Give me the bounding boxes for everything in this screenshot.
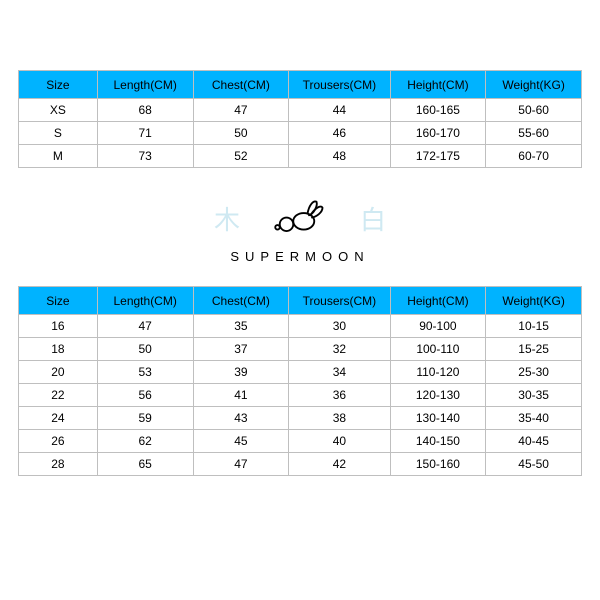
table-cell: 110-120 <box>390 361 486 384</box>
table-row: 24594338130-14035-40 <box>19 407 582 430</box>
table-cell: 42 <box>289 453 390 476</box>
table-cell: 25-30 <box>486 361 582 384</box>
table-row: XS684744160-16550-60 <box>19 99 582 122</box>
table-cell: 48 <box>289 145 390 168</box>
brand-right-char: 白 <box>360 200 386 237</box>
table-cell: 45-50 <box>486 453 582 476</box>
table-cell: 15-25 <box>486 338 582 361</box>
table-row: S715046160-17055-60 <box>19 122 582 145</box>
table-cell: 172-175 <box>390 145 486 168</box>
table-cell: 140-150 <box>390 430 486 453</box>
column-header: Length(CM) <box>97 71 193 99</box>
table-cell: M <box>19 145 98 168</box>
table-cell: 50-60 <box>486 99 582 122</box>
table-cell: 43 <box>193 407 289 430</box>
table-cell: 73 <box>97 145 193 168</box>
table-cell: 20 <box>19 361 98 384</box>
table-cell: 50 <box>97 338 193 361</box>
table-cell: 39 <box>193 361 289 384</box>
table-cell: 24 <box>19 407 98 430</box>
table-row: 1647353090-10010-15 <box>19 315 582 338</box>
table-cell: 55-60 <box>486 122 582 145</box>
table-cell: 36 <box>289 384 390 407</box>
table-cell: 22 <box>19 384 98 407</box>
table-cell: 40-45 <box>486 430 582 453</box>
table-cell: 53 <box>97 361 193 384</box>
table-row: 20533934110-12025-30 <box>19 361 582 384</box>
table-cell: 160-165 <box>390 99 486 122</box>
table-cell: 30 <box>289 315 390 338</box>
table-cell: 47 <box>97 315 193 338</box>
column-header: Height(CM) <box>390 71 486 99</box>
table-cell: 150-160 <box>390 453 486 476</box>
table-cell: 10-15 <box>486 315 582 338</box>
brand-block: 木 白 SUPERMOON <box>18 196 582 264</box>
table-cell: 34 <box>289 361 390 384</box>
column-header: Weight(KG) <box>486 287 582 315</box>
table-cell: 41 <box>193 384 289 407</box>
table-cell: 26 <box>19 430 98 453</box>
table-cell: 130-140 <box>390 407 486 430</box>
brand-name: SUPERMOON <box>18 249 582 264</box>
table-cell: XS <box>19 99 98 122</box>
table-cell: 60-70 <box>486 145 582 168</box>
table-cell: 59 <box>97 407 193 430</box>
column-header: Trousers(CM) <box>289 287 390 315</box>
rabbit-icon <box>270 196 330 241</box>
adult-size-table: SizeLength(CM)Chest(CM)Trousers(CM)Heigh… <box>18 70 582 168</box>
table-cell: 44 <box>289 99 390 122</box>
table-cell: 16 <box>19 315 98 338</box>
table-cell: 56 <box>97 384 193 407</box>
table-cell: 37 <box>193 338 289 361</box>
table-cell: 32 <box>289 338 390 361</box>
table-cell: 35-40 <box>486 407 582 430</box>
column-header: Chest(CM) <box>193 71 289 99</box>
table-row: 22564136120-13030-35 <box>19 384 582 407</box>
table-cell: 30-35 <box>486 384 582 407</box>
table-cell: 68 <box>97 99 193 122</box>
table-cell: 50 <box>193 122 289 145</box>
kids-size-table: SizeLength(CM)Chest(CM)Trousers(CM)Heigh… <box>18 286 582 476</box>
table-cell: 38 <box>289 407 390 430</box>
table-cell: 90-100 <box>390 315 486 338</box>
table-cell: 28 <box>19 453 98 476</box>
table-row: M735248172-17560-70 <box>19 145 582 168</box>
table-cell: 71 <box>97 122 193 145</box>
table-cell: 18 <box>19 338 98 361</box>
table-cell: 45 <box>193 430 289 453</box>
table-cell: 62 <box>97 430 193 453</box>
column-header: Weight(KG) <box>486 71 582 99</box>
table-cell: 40 <box>289 430 390 453</box>
table-cell: 47 <box>193 99 289 122</box>
table-cell: 120-130 <box>390 384 486 407</box>
brand-left-char: 木 <box>214 200 240 237</box>
table-cell: 47 <box>193 453 289 476</box>
table-cell: 160-170 <box>390 122 486 145</box>
table-row: 18503732100-11015-25 <box>19 338 582 361</box>
column-header: Length(CM) <box>97 287 193 315</box>
column-header: Size <box>19 71 98 99</box>
table-cell: S <box>19 122 98 145</box>
table-row: 26624540140-15040-45 <box>19 430 582 453</box>
column-header: Chest(CM) <box>193 287 289 315</box>
table-cell: 100-110 <box>390 338 486 361</box>
table-cell: 35 <box>193 315 289 338</box>
table-cell: 46 <box>289 122 390 145</box>
column-header: Trousers(CM) <box>289 71 390 99</box>
table-row: 28654742150-16045-50 <box>19 453 582 476</box>
table-cell: 52 <box>193 145 289 168</box>
table-cell: 65 <box>97 453 193 476</box>
column-header: Height(CM) <box>390 287 486 315</box>
column-header: Size <box>19 287 98 315</box>
